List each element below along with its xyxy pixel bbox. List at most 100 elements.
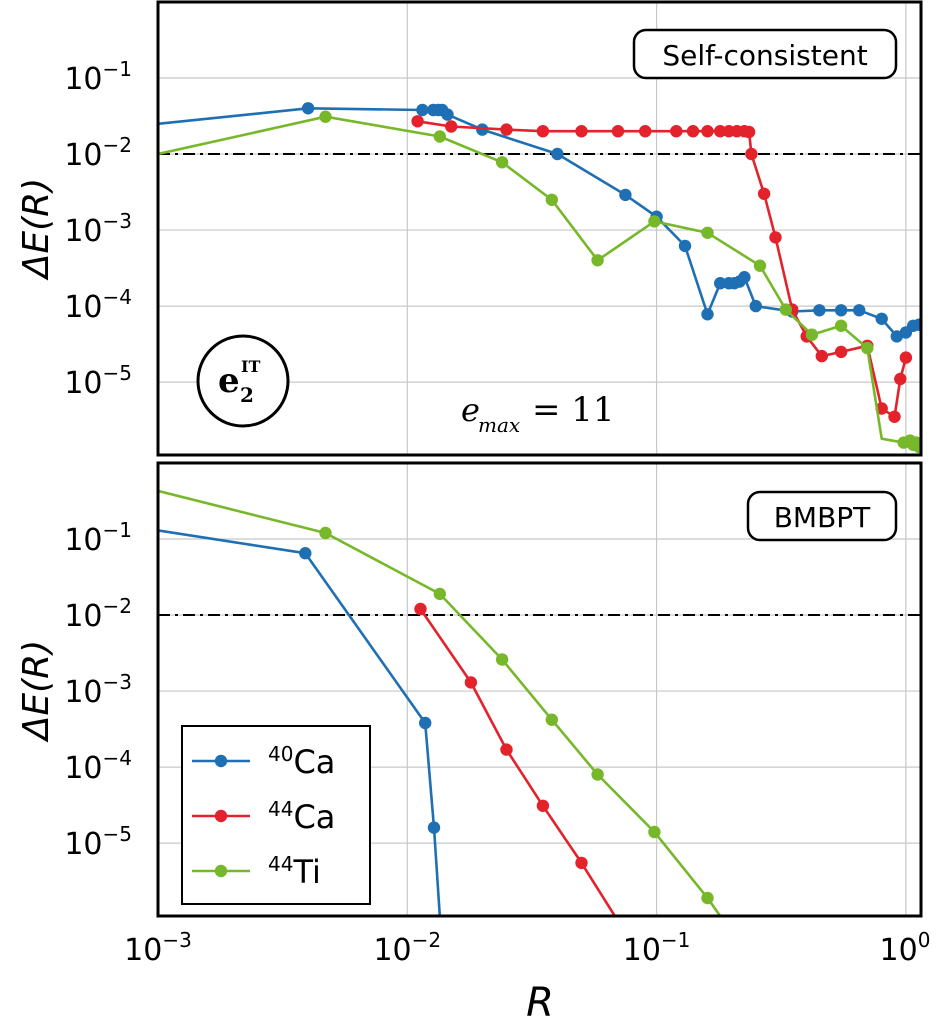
legend-element: Ca bbox=[293, 743, 335, 781]
data-point bbox=[813, 304, 826, 317]
x-tick-label: 100 bbox=[880, 928, 931, 968]
data-point bbox=[834, 319, 848, 332]
data-point bbox=[319, 526, 332, 540]
y-tick-label-base: 10 bbox=[64, 138, 102, 173]
data-point bbox=[779, 303, 792, 316]
legend-entry: 40Ca bbox=[192, 742, 335, 781]
data-point bbox=[701, 125, 714, 138]
bmbpt-label-box: BMBPT bbox=[746, 490, 898, 542]
bottom-y-tick-labels: 10−110−210−310−410−5 bbox=[64, 518, 132, 862]
y-tick-label-exponent: −3 bbox=[103, 209, 132, 233]
y-tick-label-base: 10 bbox=[64, 523, 102, 558]
data-point bbox=[591, 254, 604, 267]
top-panel: 10−110−210−310−410−5 ΔE(R) Self-consiste… bbox=[16, 0, 923, 457]
data-point bbox=[476, 123, 489, 136]
x-tick-label-base: 10 bbox=[623, 933, 661, 968]
data-point bbox=[611, 125, 625, 138]
badge-subscript: 2 bbox=[240, 383, 254, 407]
data-point bbox=[495, 653, 509, 666]
x-tick-label-exponent: −3 bbox=[162, 928, 191, 952]
series-ca40 bbox=[158, 102, 921, 343]
y-tick-label-base: 10 bbox=[64, 214, 102, 249]
data-point bbox=[701, 891, 714, 905]
data-point bbox=[853, 304, 866, 317]
data-point bbox=[433, 130, 446, 143]
y-tick-label-exponent: −2 bbox=[103, 594, 132, 618]
data-point bbox=[416, 103, 429, 117]
series-line bbox=[417, 120, 908, 419]
series-ti44 bbox=[158, 489, 722, 916]
legend-mass: 44 bbox=[268, 852, 293, 876]
data-point bbox=[545, 713, 558, 726]
data-point bbox=[648, 825, 661, 839]
y-tick-label: 10−5 bbox=[64, 822, 132, 862]
data-point bbox=[888, 410, 901, 423]
y-tick-label-base: 10 bbox=[64, 599, 102, 634]
data-point bbox=[536, 125, 550, 138]
y-tick-label-base: 10 bbox=[64, 675, 102, 710]
series-ca44 bbox=[411, 115, 913, 423]
y-tick-label: 10−3 bbox=[64, 670, 132, 710]
data-point bbox=[301, 102, 315, 115]
y-tick-label: 10−2 bbox=[64, 133, 132, 173]
data-point bbox=[686, 125, 700, 138]
data-point bbox=[753, 259, 767, 272]
legend-entry: 44Ca bbox=[192, 797, 335, 836]
data-point bbox=[805, 328, 819, 341]
y-tick-label-exponent: −2 bbox=[103, 133, 132, 157]
data-point bbox=[834, 345, 848, 359]
legend-element: Ti bbox=[292, 853, 320, 891]
legend-marker bbox=[214, 754, 228, 768]
y-tick-label: 10−5 bbox=[64, 361, 132, 401]
data-point bbox=[414, 602, 427, 616]
x-tick-label: 10−3 bbox=[124, 928, 192, 968]
top-y-tick-labels: 10−110−210−310−410−5 bbox=[64, 57, 132, 401]
x-tick-label-exponent: −1 bbox=[661, 928, 690, 952]
y-tick-label-exponent: −4 bbox=[103, 746, 132, 770]
x-tick-label: 10−2 bbox=[373, 928, 441, 968]
data-point bbox=[536, 799, 550, 812]
data-point bbox=[670, 125, 683, 138]
badge-base: e bbox=[218, 361, 240, 401]
series-ti44 bbox=[158, 110, 921, 454]
legend-label: 44Ca bbox=[268, 797, 335, 836]
data-point bbox=[742, 125, 756, 139]
data-point bbox=[701, 308, 714, 321]
y-tick-label-exponent: −3 bbox=[103, 670, 132, 694]
data-point bbox=[591, 768, 604, 781]
y-tick-label-base: 10 bbox=[64, 62, 102, 97]
data-point bbox=[575, 856, 588, 870]
legend-marker bbox=[214, 809, 228, 823]
data-point bbox=[495, 156, 509, 169]
data-point bbox=[648, 215, 661, 228]
y-tick-label-exponent: −1 bbox=[103, 518, 132, 542]
x-tick-label-exponent: 0 bbox=[918, 928, 931, 952]
data-point bbox=[427, 821, 441, 834]
data-point bbox=[445, 120, 458, 133]
bottom-plot-frame bbox=[156, 461, 923, 918]
x-tick-label-base: 10 bbox=[880, 933, 918, 968]
series-ca40 bbox=[158, 529, 442, 916]
data-point bbox=[815, 349, 828, 363]
x-axis-label: R bbox=[526, 980, 554, 1024]
legend-element: Ca bbox=[293, 798, 335, 836]
data-point bbox=[745, 147, 758, 161]
e2-it-badge: e IT 2 bbox=[196, 334, 290, 428]
bottom-series bbox=[158, 489, 722, 916]
emax-annotation: e max = 11 bbox=[461, 390, 615, 437]
data-point bbox=[464, 676, 478, 689]
data-point bbox=[749, 299, 762, 313]
emax-value: = 11 bbox=[532, 390, 615, 430]
legend-label: 44Ti bbox=[268, 852, 321, 891]
data-point bbox=[714, 125, 727, 138]
data-point bbox=[912, 318, 921, 331]
data-point bbox=[861, 341, 874, 355]
y-tick-label: 10−4 bbox=[64, 285, 132, 325]
x-tick-label-base: 10 bbox=[373, 933, 411, 968]
data-point bbox=[419, 716, 432, 730]
data-point bbox=[299, 547, 312, 560]
data-point bbox=[834, 304, 848, 317]
data-point bbox=[894, 372, 907, 386]
